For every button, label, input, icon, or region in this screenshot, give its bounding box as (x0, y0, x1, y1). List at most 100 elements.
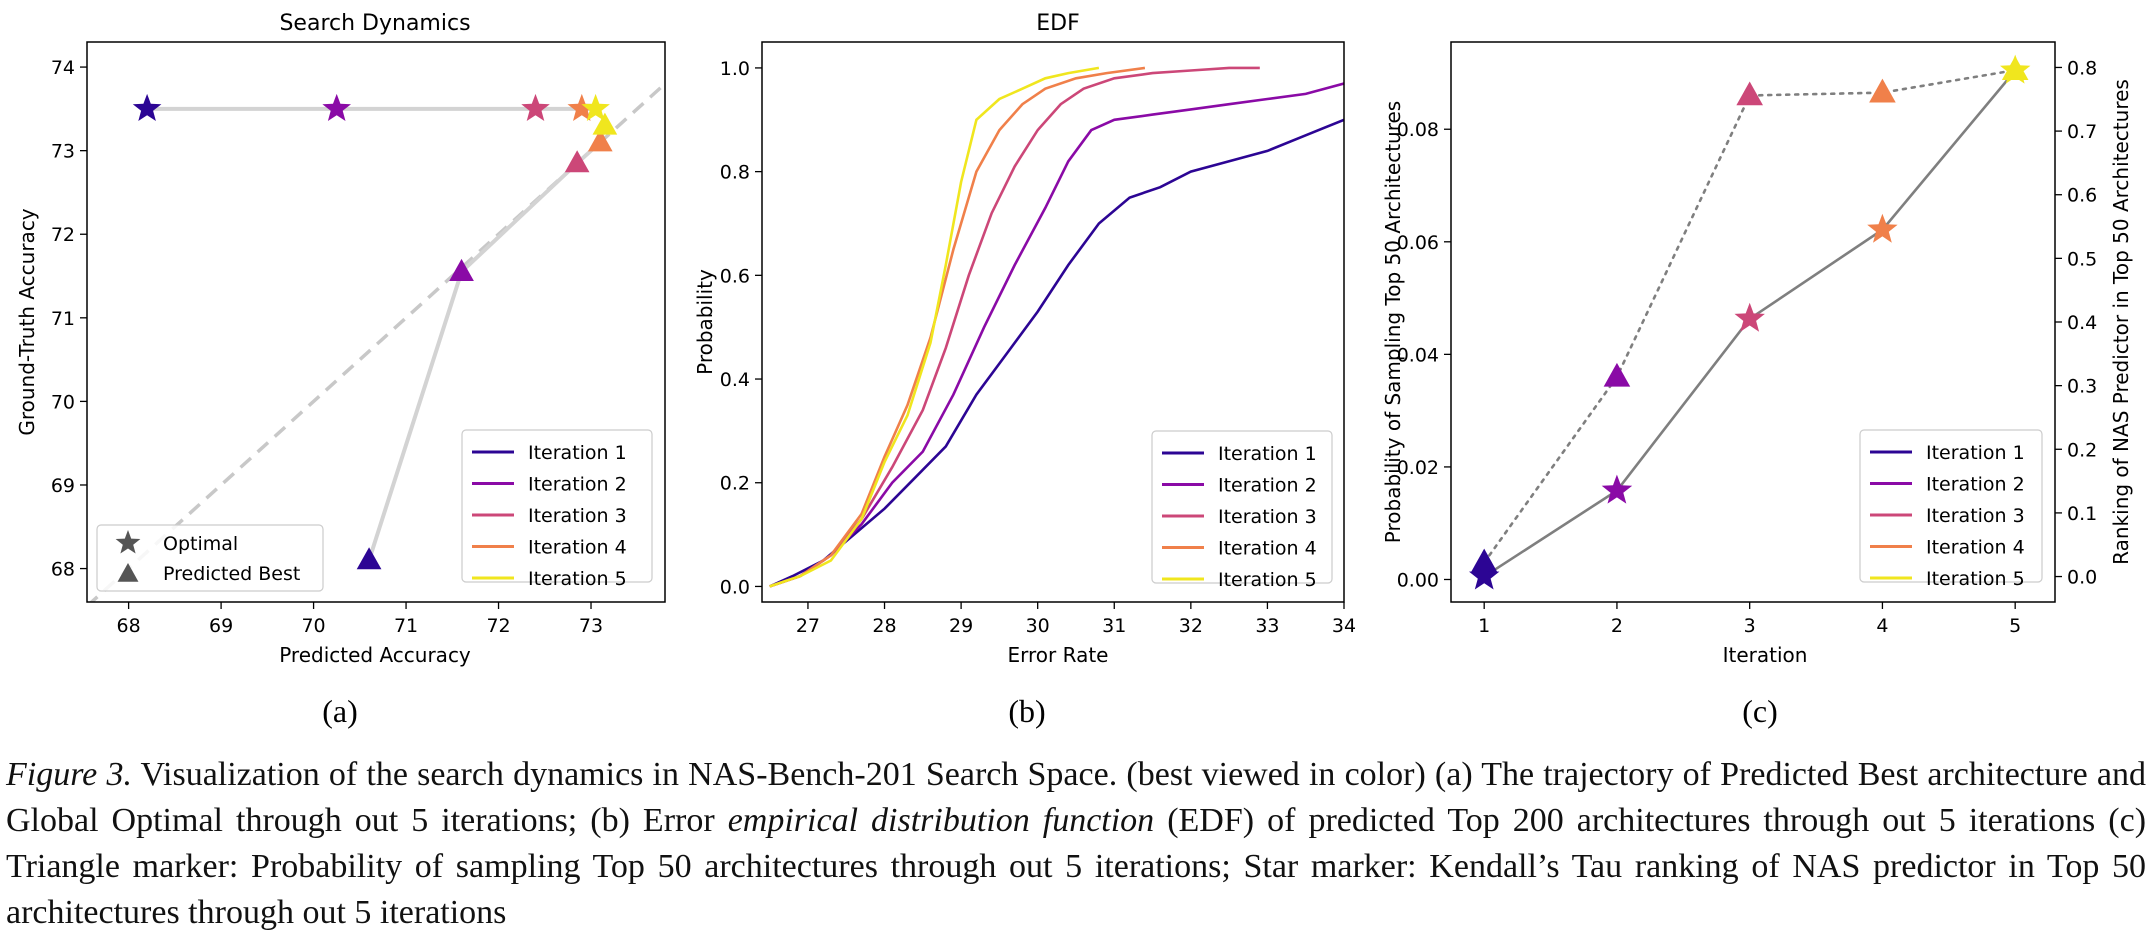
caption-figure-label: Figure 3. (6, 756, 132, 793)
x-tick-label: 69 (209, 615, 233, 637)
predicted-best-marker (564, 150, 590, 173)
y-tick-label: 0.00 (1397, 569, 1439, 591)
predicted-best-marker (592, 112, 618, 135)
legend-box (461, 429, 653, 583)
subplot-label-a: (a) (322, 693, 358, 729)
y-axis-label: Ground-Truth Accuracy (15, 208, 39, 435)
predicted-best-marker (587, 129, 613, 152)
x-tick-label: 2 (1611, 615, 1623, 637)
x-tick-label: 70 (301, 615, 325, 637)
y-tick-label: 74 (51, 57, 75, 79)
right-y-tick-label: 0.1 (2067, 503, 2097, 525)
subplot-label-b: (b) (1008, 693, 1045, 729)
x-tick-label: 1 (1478, 615, 1490, 637)
panel-b-edf: EDF 27 28 29 30 31 32 33 34 0.0 0.2 0.4 0.6 0.8 1.0 E… (693, 11, 1356, 667)
plot-frame (761, 41, 1345, 603)
legend: Iteration 1 Iteration 2 Iteration 3 Iterati… (1859, 429, 2043, 590)
edf-line-iteration-5 (769, 66, 1100, 588)
x-tick-label: 29 (949, 615, 973, 637)
legend-box (1859, 429, 2043, 583)
legend-label: Iteration 4 (528, 537, 627, 559)
right-y-tick-label: 0.3 (2067, 376, 2097, 398)
figure: Search Dynamics 68 69 70 71 72 73 68 69 70 71 72 73… (15, 11, 2133, 729)
optimal-star-marker (567, 93, 596, 121)
probability-triangle-marker (1736, 81, 1763, 106)
edf-line-iteration-2 (769, 82, 1344, 588)
y-tick-label: 69 (51, 475, 75, 497)
chart-title: Search Dynamics (279, 11, 470, 36)
legend-label: Iteration 2 (1926, 474, 2025, 496)
y-tick-label: 70 (51, 391, 75, 413)
plot-frame (86, 41, 666, 603)
subplot-label-c: (c) (1742, 693, 1778, 729)
y-axis-label: Probability of Sampling Top 50 Architect… (1381, 101, 1405, 543)
legend-label: Iteration 1 (1218, 443, 1317, 465)
x-tick-label: 3 (1744, 615, 1756, 637)
y-tick-label: 73 (51, 141, 75, 163)
legend-label: Iteration 5 (1218, 569, 1317, 591)
y-tick-label: 0.8 (720, 162, 750, 184)
x-tick-label: 31 (1102, 615, 1126, 637)
optimal-star-marker (581, 93, 610, 121)
y-axis-label: Probability (693, 269, 717, 375)
marker-legend-optimal: Optimal (163, 533, 238, 555)
edf-line-iteration-1 (769, 118, 1344, 588)
caption-text-1: Visualization of the search dynamics in … (6, 756, 2147, 839)
right-y-axis-label: Ranking of NAS Predictor in Top 50 Archi… (2109, 79, 2133, 565)
marker-legend-predicted-best: Predicted Best (163, 563, 300, 585)
y-tick-label: 1.0 (720, 58, 750, 80)
y-tick-label: 0.06 (1397, 232, 1439, 254)
right-y-tick-label: 0.8 (2067, 57, 2097, 79)
ranking-star-marker (2000, 54, 2031, 84)
x-tick-label: 4 (1876, 615, 1888, 637)
legend-label: Iteration 5 (528, 568, 627, 590)
y-tick-label: 0.0 (720, 576, 750, 598)
predicted-best-marker (356, 547, 382, 570)
x-tick-label: 27 (796, 615, 820, 637)
optimal-star-marker (132, 93, 162, 121)
x-tick-label: 30 (1026, 615, 1050, 637)
optimal-star-marker (521, 93, 550, 121)
legend-label: Iteration 1 (1926, 442, 2025, 464)
legend-label: Iteration 2 (528, 474, 627, 496)
legend-label: Iteration 3 (528, 505, 627, 527)
x-tick-label: 72 (486, 615, 510, 637)
legend-label: Iteration 2 (1218, 475, 1317, 497)
x-axis-label: Predicted Accuracy (279, 643, 471, 667)
ranking-star-marker (1734, 302, 1765, 332)
right-y-tick-label: 0.2 (2067, 439, 2097, 461)
y-tick-label: 68 (51, 559, 75, 581)
legend: Iteration 1 Iteration 2 Iteration 3 Iterati… (461, 429, 653, 590)
legend-label: Iteration 1 (528, 442, 627, 464)
legend-label: Iteration 4 (1218, 538, 1317, 560)
y-tick-label: 0.08 (1397, 119, 1439, 141)
probability-triangle-marker (1470, 548, 1498, 573)
legend-label: Iteration 3 (1926, 505, 2025, 527)
y-tick-label: 0.04 (1397, 344, 1439, 366)
legend-label: Iteration 5 (1926, 568, 2025, 590)
x-tick-label: 5 (2009, 615, 2021, 637)
triangle-icon (117, 563, 139, 582)
x-tick-label: 71 (394, 615, 418, 637)
ranking-star-marker (1601, 474, 1633, 504)
y-tick-label: 0.2 (720, 473, 750, 495)
predicted-best-marker (449, 258, 474, 281)
y-tick-label: 71 (51, 308, 75, 330)
y-tick-label: 0.02 (1397, 457, 1439, 479)
x-tick-label: 28 (872, 615, 896, 637)
right-y-tick-label: 0.5 (2067, 248, 2097, 270)
x-axis-label: Error Rate (1008, 643, 1109, 667)
probability-triangle-marker (1603, 362, 1631, 387)
ranking-star-marker (1867, 213, 1898, 243)
right-y-tick-label: 0.4 (2067, 312, 2097, 334)
y-tick-label: 72 (51, 224, 75, 246)
x-tick-label: 34 (1332, 615, 1356, 637)
caption-italic-term: empirical distribution function (727, 802, 1155, 839)
figure-caption: Figure 3. Visualization of the search dy… (6, 752, 2146, 936)
probability-triangle-marker (1869, 78, 1896, 103)
legend-label: Iteration 3 (1218, 506, 1317, 528)
x-tick-label: 73 (579, 615, 603, 637)
y-tick-label: 0.4 (720, 369, 750, 391)
ranking-star-marker (1469, 560, 1500, 590)
right-y-tick-label: 0.6 (2067, 185, 2097, 207)
